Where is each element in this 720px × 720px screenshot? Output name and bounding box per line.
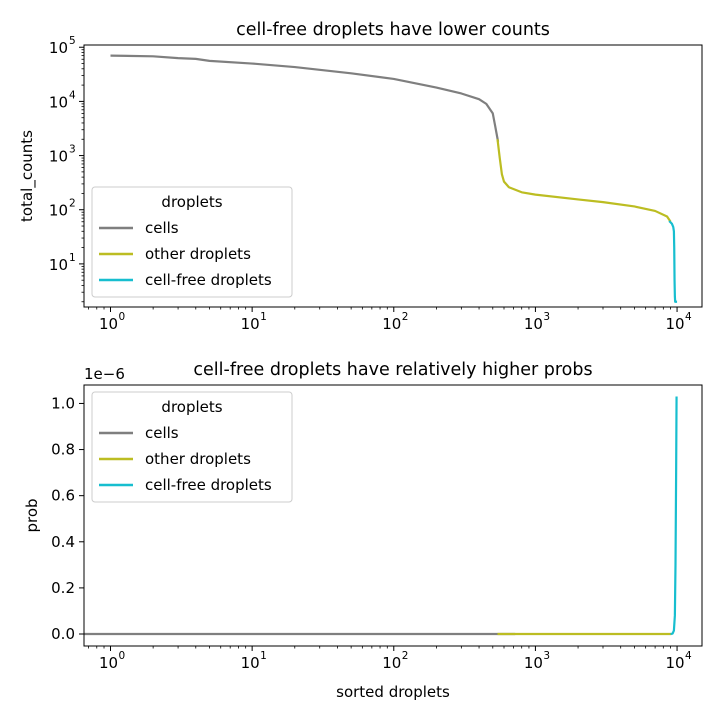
- y-tick-exponent: 1: [69, 252, 76, 264]
- x-tick-label: 10: [666, 654, 685, 672]
- y-tick-label: 0.8: [51, 441, 75, 459]
- legend-entry: other droplets: [145, 245, 251, 263]
- legend-entry: cells: [145, 424, 179, 442]
- y-offset-label: 1e−6: [84, 365, 125, 383]
- y-tick-label: 0.0: [51, 625, 75, 643]
- x-tick-exponent: 2: [402, 311, 409, 323]
- series-group: [84, 396, 678, 636]
- axes-frame: [83, 384, 703, 647]
- x-tick-exponent: 1: [260, 311, 267, 323]
- legend-entry: cell-free droplets: [145, 271, 272, 289]
- x-tick-exponent: 3: [543, 650, 550, 662]
- y-tick-label: 0.2: [51, 579, 75, 597]
- legend-title: droplets: [161, 398, 222, 416]
- x-tick-label: 10: [241, 315, 260, 333]
- y-tick-label: 10: [49, 202, 68, 220]
- chart-title: cell-free droplets have relatively highe…: [193, 360, 592, 380]
- x-tick-exponent: 0: [118, 311, 125, 323]
- series-line-cells: [110, 54, 500, 142]
- counts-panel: 10 0 10 1 10 2 10 3 10 410 110 210 310 410 5cell-free …: [18, 20, 703, 333]
- legend-box: [91, 391, 293, 503]
- legend: droplets cells other droplets cell-free dro…: [91, 186, 293, 298]
- legend-title: droplets: [161, 193, 222, 211]
- x-tick-label: 10: [99, 315, 118, 333]
- y-tick-label: 0.4: [51, 533, 75, 551]
- x-tick-label: 10: [666, 315, 685, 333]
- x-tick-label: 10: [524, 315, 543, 333]
- x-tick-exponent: 0: [118, 650, 125, 662]
- series-line-other-droplets: [496, 139, 672, 223]
- legend-box: [91, 186, 293, 298]
- x-tick-label: 10: [241, 654, 260, 672]
- x-tick-label: 10: [382, 654, 401, 672]
- series-group: [110, 54, 678, 303]
- y-tick-exponent: 3: [69, 144, 76, 156]
- x-tick-label: 10: [524, 654, 543, 672]
- x-tick-exponent: 3: [543, 311, 550, 323]
- axes-frame: [83, 44, 703, 308]
- y-axis-label: prob: [23, 498, 41, 532]
- y-tick-label: 0.6: [51, 487, 75, 505]
- x-tick-exponent: 4: [685, 311, 692, 323]
- legend-entry: cell-free droplets: [145, 476, 272, 494]
- y-tick-exponent: 5: [69, 35, 76, 47]
- x-tick-label: 10: [99, 654, 118, 672]
- y-tick-exponent: 4: [69, 89, 76, 101]
- x-axis-label: sorted droplets: [336, 683, 450, 701]
- series-line-cell-free-droplets: [668, 220, 678, 303]
- legend: droplets cells other droplets cell-free dro…: [91, 391, 293, 503]
- y-tick-label: 10: [49, 148, 68, 166]
- x-tick-label: 10: [382, 315, 401, 333]
- chart-title: cell-free droplets have lower counts: [236, 20, 550, 40]
- y-tick-exponent: 2: [69, 198, 76, 210]
- x-tick-exponent: 2: [402, 650, 409, 662]
- x-tick-exponent: 1: [260, 650, 267, 662]
- y-axis-label: total_counts: [18, 130, 37, 222]
- legend-entry: other droplets: [145, 450, 251, 468]
- y-tick-label: 10: [49, 93, 68, 111]
- probs-panel: 10 0 10 1 10 2 10 3 10 40.00.20.40.60.81.0cell-fr…: [23, 360, 703, 701]
- x-tick-exponent: 4: [685, 650, 692, 662]
- y-tick-label: 10: [49, 39, 68, 57]
- y-tick-label: 1.0: [51, 394, 75, 412]
- series-line-cell-free-droplets: [670, 396, 678, 636]
- legend-entry: cells: [145, 219, 179, 237]
- y-tick-label: 10: [49, 256, 68, 274]
